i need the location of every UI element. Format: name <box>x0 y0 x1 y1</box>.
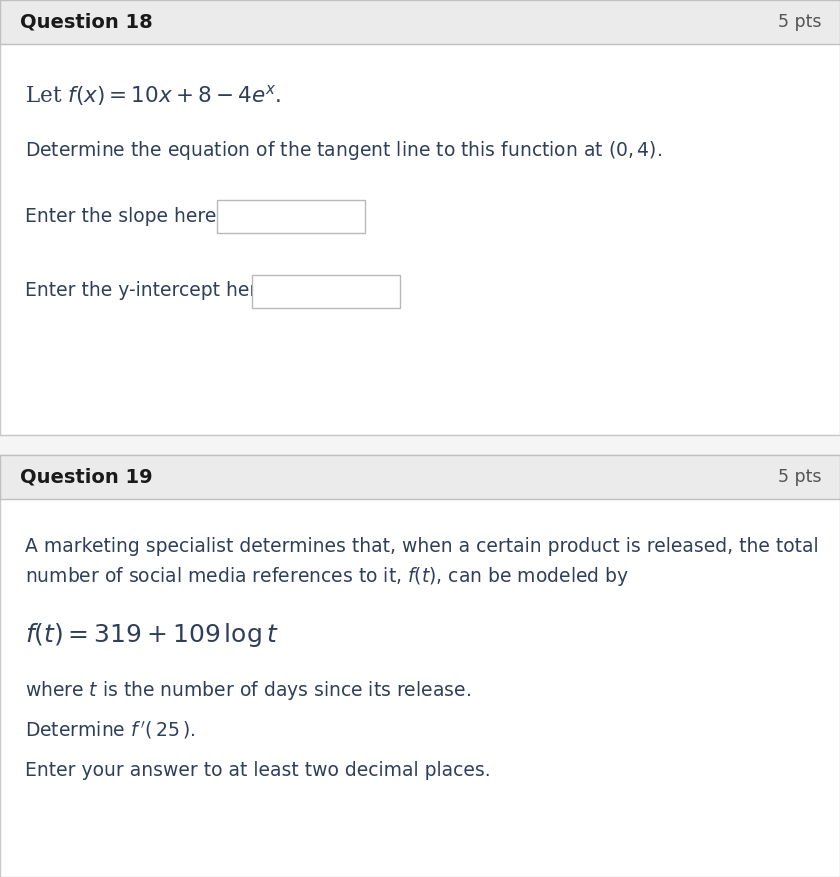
Text: $f(t) = 319 + 109\,\log t$: $f(t) = 319 + 109\,\log t$ <box>25 621 279 649</box>
Text: Question 18: Question 18 <box>20 12 153 32</box>
FancyBboxPatch shape <box>0 0 840 44</box>
Text: Enter your answer to at least two decimal places.: Enter your answer to at least two decima… <box>25 760 491 780</box>
Text: Determine $f^{\,\prime}(\,25\,)$.: Determine $f^{\,\prime}(\,25\,)$. <box>25 719 195 741</box>
Text: Enter the slope here:: Enter the slope here: <box>25 206 223 225</box>
Text: where $t$ is the number of days since its release.: where $t$ is the number of days since it… <box>25 679 471 702</box>
Text: Question 19: Question 19 <box>20 467 153 487</box>
FancyBboxPatch shape <box>0 455 840 877</box>
Text: A marketing specialist determines that, when a certain product is released, the : A marketing specialist determines that, … <box>25 538 819 557</box>
Text: number of social media references to it, $f(t)$, can be modeled by: number of social media references to it,… <box>25 566 629 588</box>
Text: 5 pts: 5 pts <box>779 468 822 486</box>
Text: 5 pts: 5 pts <box>779 13 822 31</box>
Text: Determine the equation of the tangent line to this function at $(0, 4)$.: Determine the equation of the tangent li… <box>25 139 662 162</box>
FancyBboxPatch shape <box>0 0 840 435</box>
FancyBboxPatch shape <box>217 199 365 232</box>
Text: Enter the y-intercept here:: Enter the y-intercept here: <box>25 282 275 301</box>
FancyBboxPatch shape <box>252 275 400 308</box>
FancyBboxPatch shape <box>0 455 840 499</box>
Text: Let $f(x) = 10x + 8 - 4e^{x}.$: Let $f(x) = 10x + 8 - 4e^{x}.$ <box>25 83 281 109</box>
